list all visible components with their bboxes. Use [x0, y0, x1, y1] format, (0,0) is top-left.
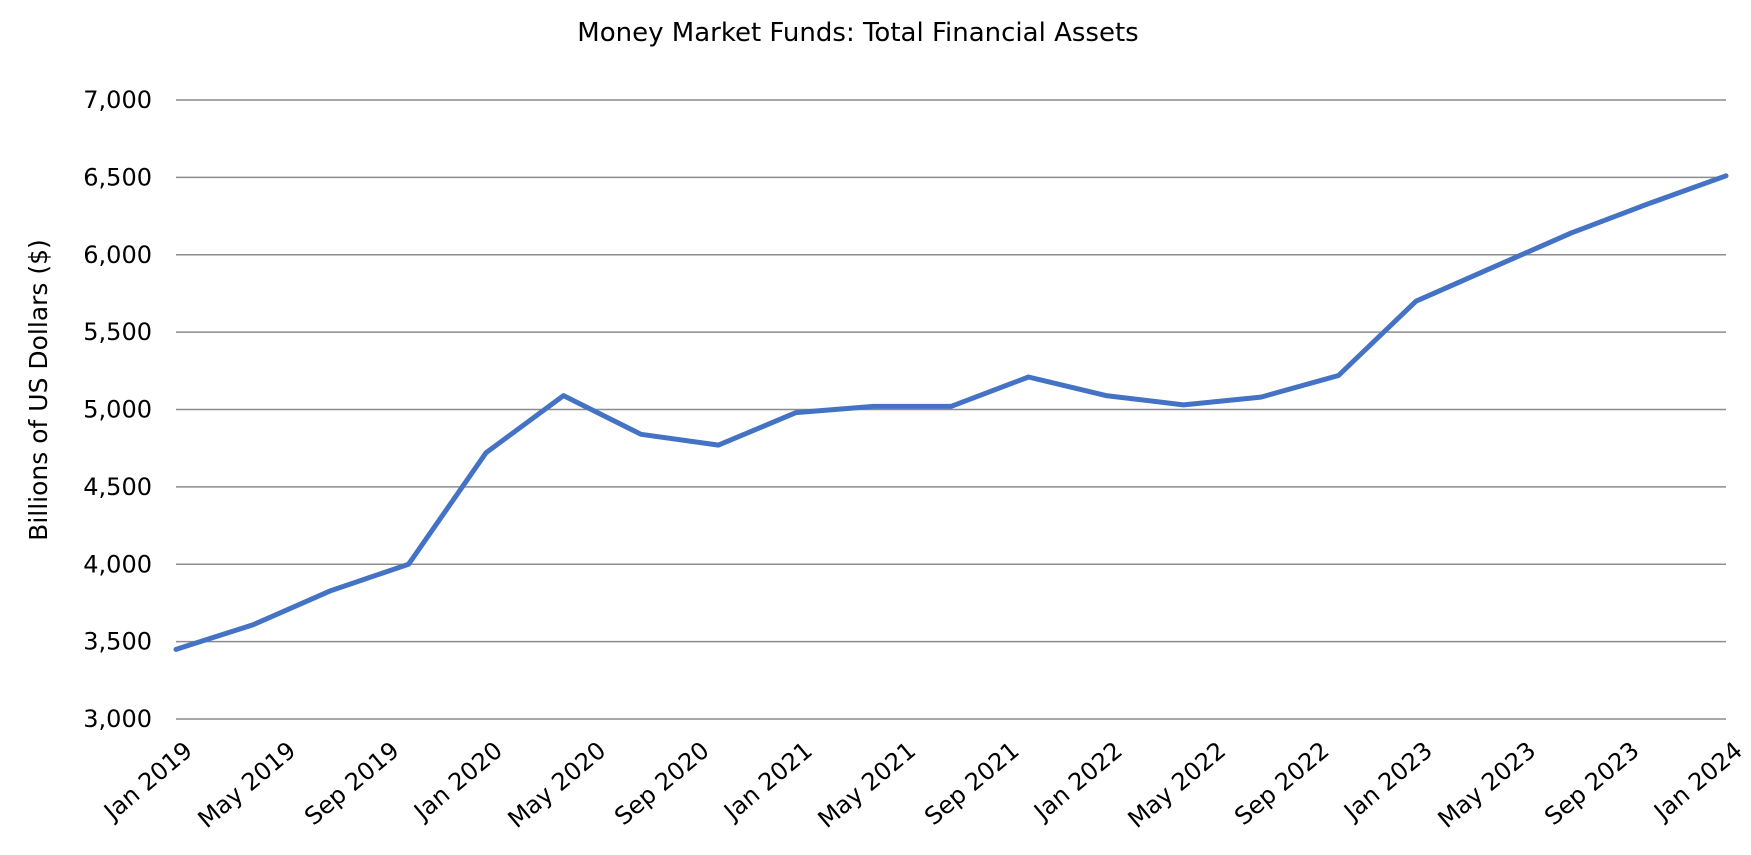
x-tick-label: Jan 2023 — [1337, 736, 1438, 827]
data-point — [174, 647, 178, 652]
data-point — [639, 432, 643, 437]
y-tick-label: 5,500 — [83, 318, 152, 346]
data-point — [1026, 375, 1031, 379]
data-point — [1181, 402, 1186, 407]
gridlines — [176, 99, 1726, 720]
chart-title: Money Market Funds: Total Financial Asse… — [577, 18, 1138, 48]
x-tick-label: Jan 2024 — [1647, 736, 1748, 827]
y-tick-label: 3,500 — [83, 628, 152, 656]
data-point — [1414, 299, 1418, 304]
series-line — [173, 173, 1729, 652]
x-tick-label: Sep 2021 — [919, 736, 1024, 831]
series-layer — [173, 173, 1729, 652]
x-tick-label: May 2023 — [1433, 736, 1542, 834]
y-tick-label: 5,000 — [83, 396, 152, 424]
data-point — [251, 622, 256, 627]
x-tick-label: Sep 2022 — [1229, 736, 1334, 831]
x-tick-label: Sep 2019 — [299, 736, 404, 831]
data-point — [1646, 201, 1651, 206]
x-tick-label: Jan 2020 — [407, 736, 508, 827]
data-point — [1336, 373, 1341, 378]
y-tick-label: 6,500 — [83, 163, 152, 191]
x-tick-label: May 2019 — [193, 736, 302, 834]
data-point — [794, 410, 798, 415]
x-tick-label: May 2021 — [813, 736, 922, 834]
y-tick-label: 7,000 — [83, 86, 152, 114]
data-point — [949, 404, 953, 409]
y-tick-label: 6,000 — [83, 241, 152, 269]
y-tick-label: 3,000 — [83, 705, 152, 733]
x-tick-label: Jan 2021 — [717, 736, 818, 827]
data-point — [484, 450, 488, 455]
x-tick-label: Sep 2020 — [609, 736, 714, 831]
x-tick-label: Jan 2022 — [1027, 736, 1128, 827]
data-point — [871, 404, 876, 409]
data-point — [406, 562, 411, 567]
x-tick-label: May 2022 — [1123, 736, 1232, 834]
y-tick-labels: 3,000 3,500 4,000 4,500 5,000 5,500 6,000 6,500… — [83, 86, 152, 733]
x-tick-label: Sep 2023 — [1539, 736, 1644, 831]
y-tick-label: 4,000 — [83, 550, 152, 578]
x-tick-label: Jan 2019 — [97, 736, 198, 827]
y-axis-label: Billions of US Dollars ($) — [24, 239, 53, 541]
y-tick-label: 4,500 — [83, 473, 152, 501]
data-point — [329, 588, 333, 593]
data-point — [1259, 395, 1263, 400]
data-point — [1104, 393, 1108, 398]
data-point — [1569, 231, 1573, 236]
data-point — [716, 443, 721, 448]
x-tick-label: May 2020 — [503, 736, 612, 834]
data-point — [1724, 173, 1728, 178]
data-point — [1491, 265, 1496, 270]
data-point — [561, 393, 566, 398]
